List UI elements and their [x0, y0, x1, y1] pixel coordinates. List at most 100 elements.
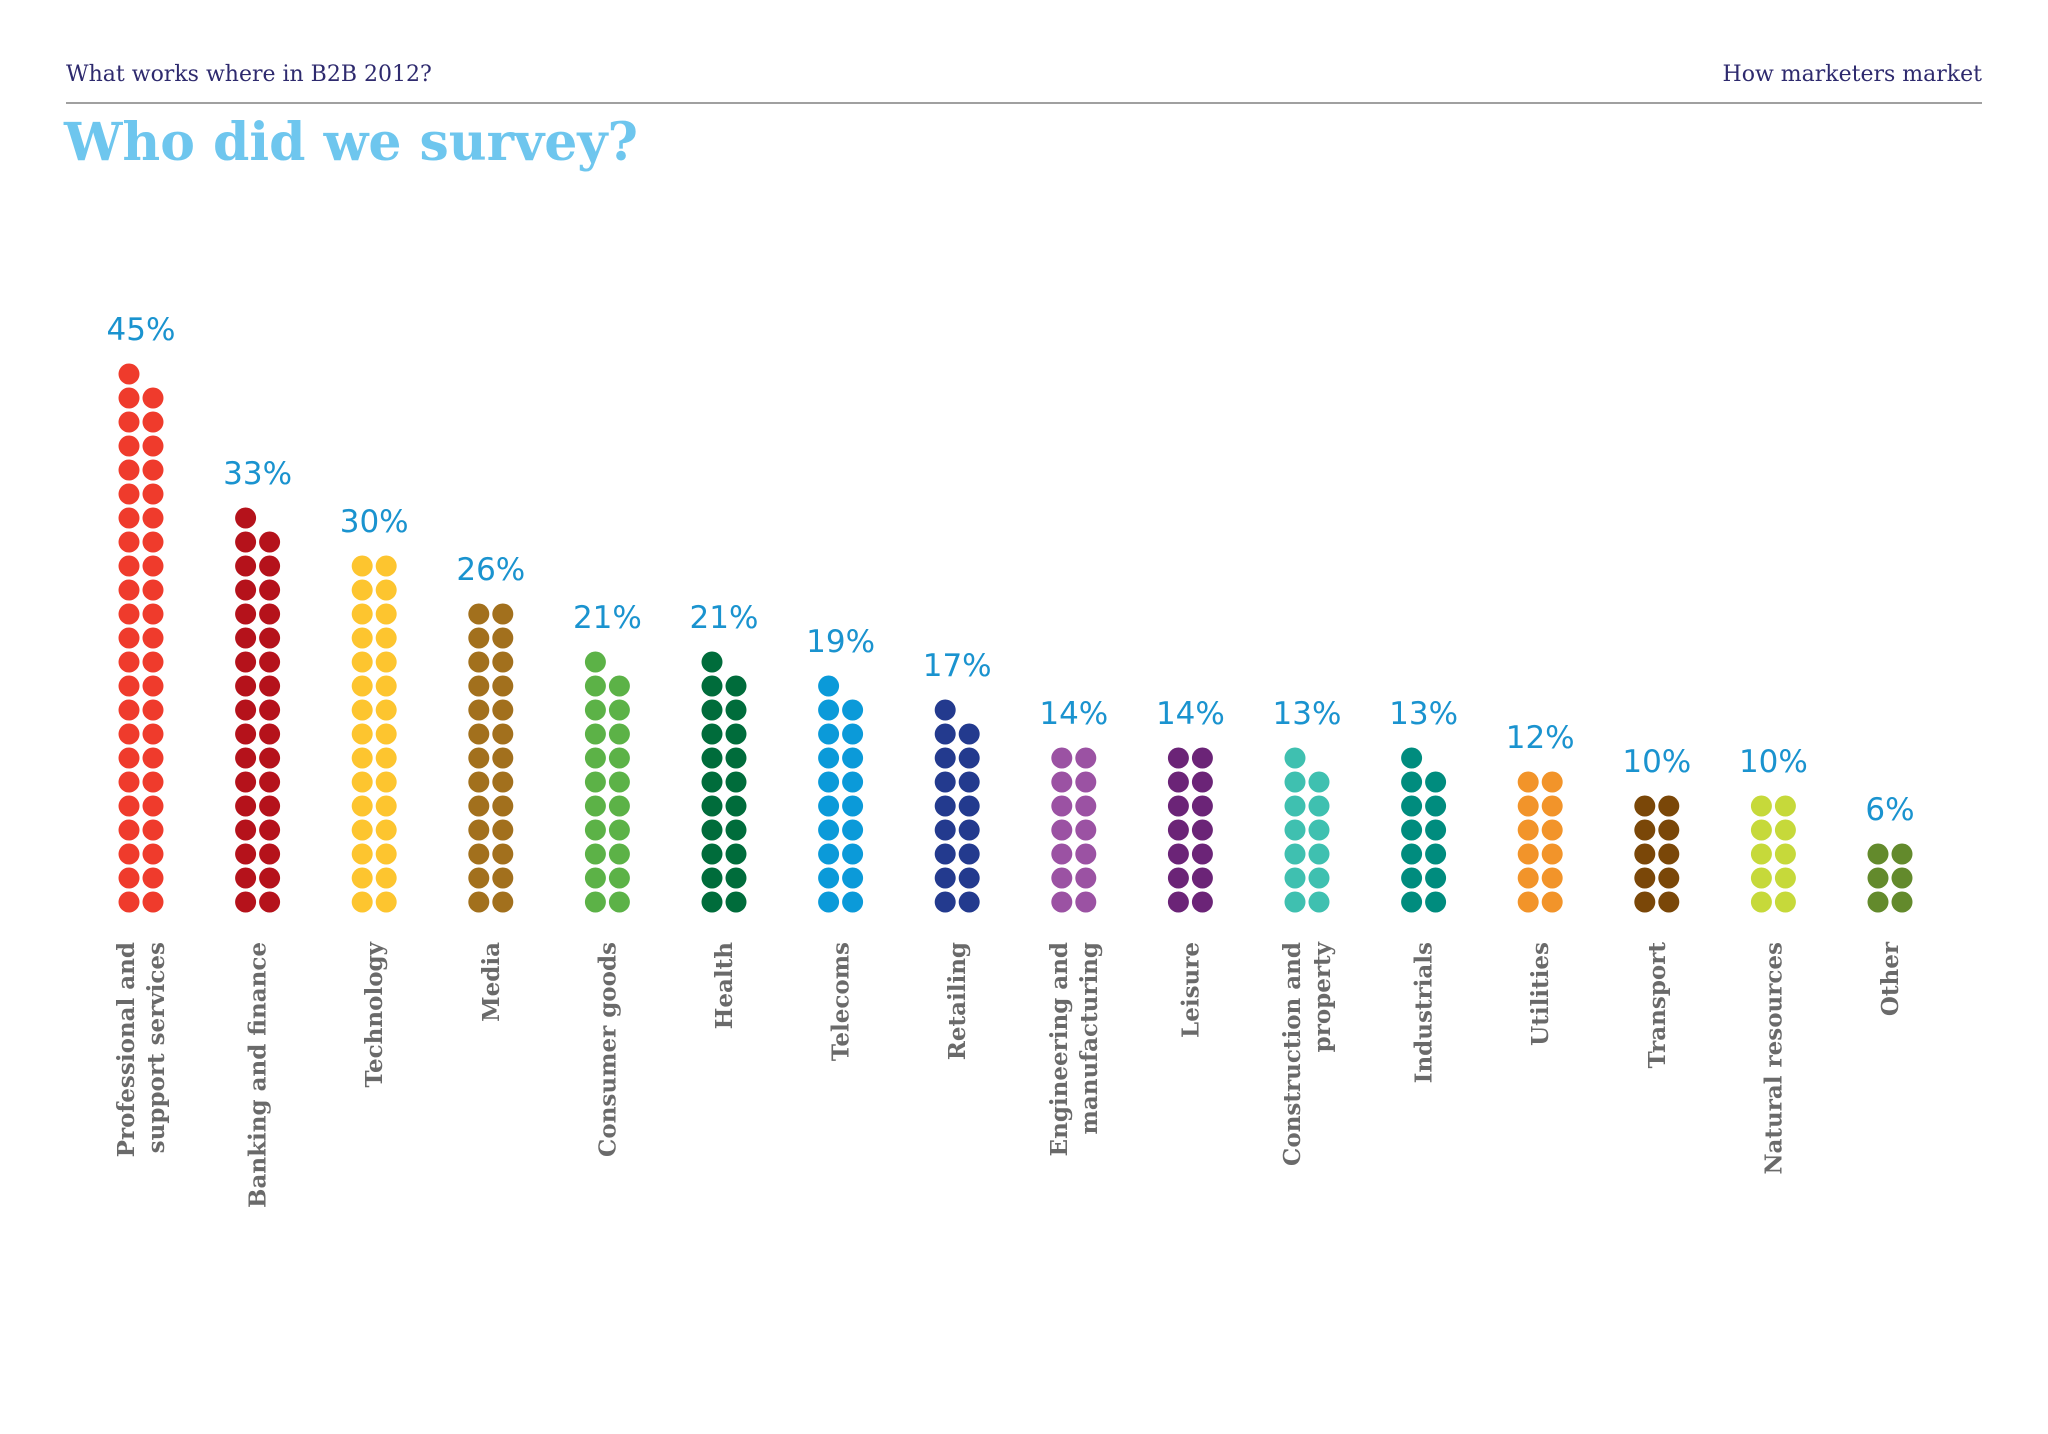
- value-label: 14%: [1039, 696, 1108, 732]
- data-dot: [351, 651, 373, 673]
- data-dot: [235, 507, 257, 529]
- data-dot: [259, 531, 281, 553]
- data-dot: [608, 795, 630, 817]
- data-dot: [375, 651, 397, 673]
- data-dot: [1167, 771, 1189, 793]
- data-dot: [1634, 843, 1656, 865]
- data-dot: [584, 723, 606, 745]
- category-label: Engineering and manufacturing: [1046, 942, 1103, 1156]
- category-label-line: Transport: [1644, 942, 1671, 1069]
- data-dot: [725, 699, 747, 721]
- data-dot: [118, 483, 140, 505]
- data-dot: [701, 843, 723, 865]
- data-dot: [1634, 795, 1656, 817]
- data-dot: [235, 867, 257, 889]
- bar-column: [1167, 747, 1213, 913]
- value-label: 13%: [1389, 696, 1458, 732]
- data-dot: [701, 675, 723, 697]
- data-dot: [1891, 843, 1913, 865]
- data-dot: [842, 891, 864, 913]
- data-dot: [259, 795, 281, 817]
- category-label-line: Engineering and: [1046, 942, 1073, 1156]
- data-dot: [468, 699, 490, 721]
- data-dot: [1401, 843, 1423, 865]
- data-dot: [1658, 795, 1680, 817]
- data-dot: [1425, 867, 1447, 889]
- data-dot: [608, 723, 630, 745]
- data-dot: [1541, 843, 1563, 865]
- data-dot: [259, 579, 281, 601]
- data-dot: [235, 843, 257, 865]
- data-dot: [1191, 843, 1213, 865]
- data-dot: [1191, 795, 1213, 817]
- data-dot: [375, 675, 397, 697]
- data-dot: [608, 843, 630, 865]
- data-dot: [235, 627, 257, 649]
- data-dot: [1401, 795, 1423, 817]
- data-dot: [1051, 843, 1073, 865]
- data-dot: [118, 771, 140, 793]
- data-dot: [351, 747, 373, 769]
- bar-column: [1284, 747, 1330, 913]
- data-dot: [118, 387, 140, 409]
- data-dot: [259, 747, 281, 769]
- data-dot: [375, 867, 397, 889]
- data-dot: [492, 603, 514, 625]
- data-dot: [351, 771, 373, 793]
- data-dot: [725, 795, 747, 817]
- data-dot: [1284, 795, 1306, 817]
- data-dot: [375, 579, 397, 601]
- data-dot: [118, 363, 140, 385]
- data-dot: [1891, 867, 1913, 889]
- data-dot: [468, 819, 490, 841]
- bar-column: [1051, 747, 1097, 913]
- data-dot: [1658, 819, 1680, 841]
- data-dot: [1075, 795, 1097, 817]
- data-dot: [584, 891, 606, 913]
- data-dot: [1750, 867, 1772, 889]
- data-dot: [958, 747, 980, 769]
- data-dot: [1401, 747, 1423, 769]
- data-dot: [375, 627, 397, 649]
- category-label-line: Technology: [361, 941, 388, 1087]
- data-dot: [934, 723, 956, 745]
- data-dot: [701, 723, 723, 745]
- data-dot: [235, 795, 257, 817]
- data-dot: [842, 867, 864, 889]
- data-dot: [1401, 819, 1423, 841]
- data-dot: [934, 867, 956, 889]
- data-dot: [118, 603, 140, 625]
- data-dot: [958, 723, 980, 745]
- data-dot: [934, 819, 956, 841]
- data-dot: [492, 627, 514, 649]
- category-label: Health: [711, 942, 738, 1030]
- data-dot: [351, 819, 373, 841]
- data-dot: [1308, 819, 1330, 841]
- data-dot: [351, 891, 373, 913]
- data-dot: [1541, 771, 1563, 793]
- data-dot: [1284, 891, 1306, 913]
- value-label: 45%: [107, 312, 176, 348]
- bar-column: [1867, 843, 1913, 913]
- category-label-line: Construction and: [1279, 942, 1306, 1166]
- data-dot: [1075, 843, 1097, 865]
- data-dot: [1541, 819, 1563, 841]
- data-dot: [701, 699, 723, 721]
- data-dot: [142, 651, 164, 673]
- data-dot: [1517, 843, 1539, 865]
- data-dot: [1634, 819, 1656, 841]
- data-dot: [1517, 795, 1539, 817]
- data-dot: [1051, 819, 1073, 841]
- data-dot: [725, 819, 747, 841]
- data-dot: [142, 435, 164, 457]
- data-dot: [142, 387, 164, 409]
- data-dot: [118, 627, 140, 649]
- data-dot: [235, 555, 257, 577]
- category-label: Construction and property: [1279, 941, 1336, 1166]
- data-dot: [1867, 843, 1889, 865]
- bar-column: [468, 603, 514, 913]
- category-label-line: Industrials: [1411, 942, 1438, 1083]
- data-dot: [1191, 891, 1213, 913]
- data-dot: [934, 699, 956, 721]
- data-dot: [235, 747, 257, 769]
